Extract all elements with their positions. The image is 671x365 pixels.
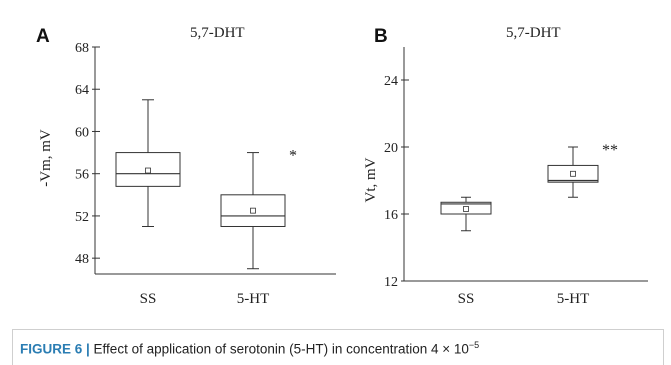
panel-a-y-tick-label: 64: [75, 83, 89, 98]
caption-text: Effect of application of serotonin (5-HT…: [89, 341, 469, 357]
panel-b-category-label: SS: [458, 291, 475, 307]
panel-b-box: [440, 201, 492, 215]
panel-b-y-axis-label: Vt, mV: [363, 157, 379, 202]
panel-b-y-tick-label: 12: [384, 275, 398, 290]
panel-b-y-tick-label: 16: [384, 208, 398, 223]
panel-b-mean-marker: [570, 170, 576, 177]
panel-a-box: [115, 152, 181, 187]
panel-a-y-tick-label: 60: [75, 125, 89, 140]
caption-box: [12, 329, 664, 365]
panel-b-label: B: [374, 26, 388, 47]
panel-a-y-tick-label: 48: [75, 252, 89, 267]
panel-a-mean-marker: [250, 207, 256, 214]
panel-b: B 5,7-DHT Vt, mV 12 16 20 24 ** SS 5-HT: [363, 25, 648, 307]
panel-b-category-label: 5-HT: [557, 291, 590, 307]
panel-a: A 5,7-DHT -Vm, mV 48 52 56 60 64 68 * SS 5-HT: [36, 25, 336, 307]
panel-b-box: [547, 164, 599, 183]
caption-exponent: −5: [468, 340, 480, 350]
panel-a-y-tick-label: 52: [75, 210, 89, 225]
panel-b-title: 5,7-DHT: [506, 25, 561, 41]
caption-label: FIGURE 6 |: [20, 341, 90, 357]
panel-a-category-label: 5-HT: [237, 291, 270, 307]
panel-a-label: A: [36, 26, 50, 47]
panel-a-y-tick-label: 68: [75, 41, 89, 56]
panel-a-category-label: SS: [140, 291, 157, 307]
panel-b-y-tick-label: 20: [384, 141, 398, 156]
panel-a-mean-marker: [145, 167, 151, 174]
panel-a-y-axis-label: -Vm, mV: [38, 129, 54, 187]
panel-a-box: [220, 194, 286, 227]
panel-a-title: 5,7-DHT: [190, 25, 245, 41]
figure-caption: FIGURE 6 | Effect of application of sero…: [20, 340, 479, 357]
panel-b-mean-marker: [463, 206, 469, 212]
panel-a-significance-marker: *: [289, 148, 297, 165]
panel-b-y-tick-label: 24: [384, 74, 398, 89]
panel-b-significance-marker: **: [602, 142, 618, 159]
panel-a-y-tick-label: 56: [75, 168, 89, 183]
